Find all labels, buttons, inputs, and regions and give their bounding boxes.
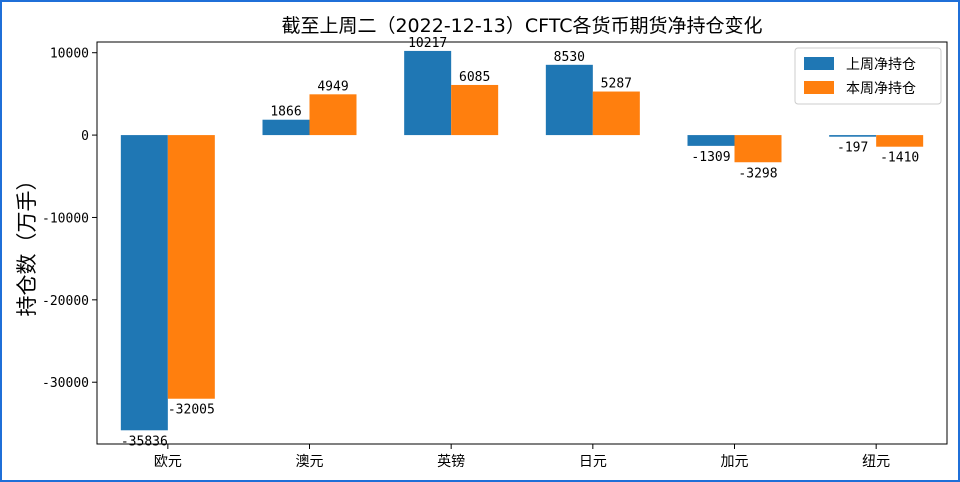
bar-this-week — [451, 84, 499, 136]
data-label: -1309 — [691, 150, 730, 165]
data-label: -3298 — [738, 166, 777, 181]
y-axis-label: 持仓数（万手） — [15, 170, 39, 317]
x-tick-label: 英镑 — [437, 453, 465, 470]
x-axis: 欧元 澳元 英镑 日元 加元 纽元 — [154, 444, 890, 470]
legend-swatch — [804, 57, 834, 70]
data-label: 1866 — [270, 105, 301, 120]
data-label: 4949 — [317, 79, 348, 94]
legend-label: 本周净持仓 — [846, 81, 916, 97]
legend-label: 上周净持仓 — [846, 57, 916, 73]
data-label: -1410 — [880, 151, 919, 166]
bar-last-week — [262, 119, 310, 136]
bar-this-week — [734, 135, 782, 163]
bar-last-week — [404, 50, 452, 136]
y-tick-label: -30000 — [42, 376, 89, 391]
data-label: 5287 — [601, 77, 632, 92]
data-labels-group: -35836 -32005 1866 4949 10217 6085 8530 5287 -13… — [121, 36, 919, 449]
data-label: -35836 — [121, 434, 168, 449]
y-tick-label: -10000 — [42, 211, 89, 226]
legend-swatch — [804, 81, 834, 94]
y-tick-label: 10000 — [50, 47, 89, 62]
data-label: 10217 — [408, 36, 447, 51]
bar-last-week — [545, 64, 593, 136]
plot-area — [96, 41, 948, 445]
chart-title: 截至上周二（2022-12-13）CFTC各货币期货净持仓变化 — [281, 15, 762, 37]
bar-last-week — [829, 135, 877, 137]
bar-this-week — [309, 94, 357, 136]
data-label: -32005 — [168, 403, 215, 418]
y-tick-label: 0 — [81, 129, 89, 144]
y-tick-label: -20000 — [42, 294, 89, 309]
bar-this-week — [592, 91, 640, 136]
x-tick-label: 欧元 — [154, 454, 182, 470]
x-tick-label: 日元 — [579, 454, 607, 470]
data-label: 8530 — [554, 50, 585, 65]
x-tick-label: 澳元 — [296, 454, 324, 470]
y-axis: 10000 0 -10000 -20000 -30000 — [42, 47, 97, 391]
x-tick-label: 纽元 — [862, 454, 890, 470]
data-label: -197 — [837, 141, 868, 156]
x-tick-label: 加元 — [721, 454, 749, 470]
data-label: 6085 — [459, 70, 490, 85]
bar-last-week — [120, 135, 168, 431]
bar-this-week — [876, 135, 924, 147]
bars-group — [120, 50, 924, 431]
bar-last-week — [687, 135, 735, 146]
bar-this-week — [167, 135, 215, 399]
